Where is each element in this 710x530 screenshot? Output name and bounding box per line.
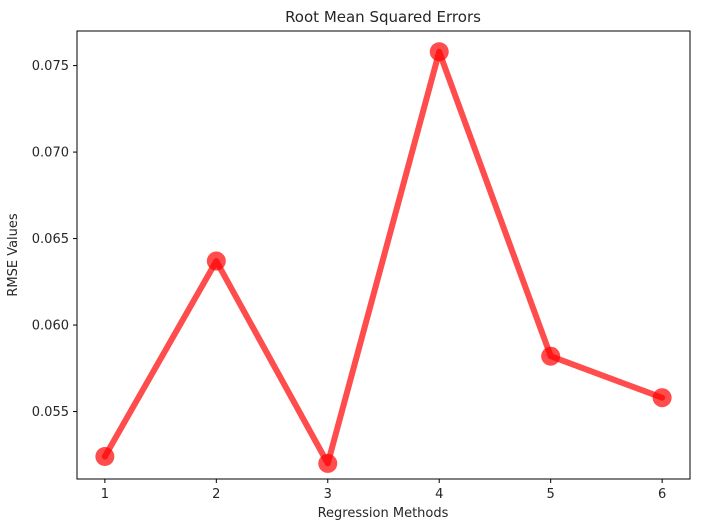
x-axis-label: Regression Methods [318, 506, 449, 521]
data-point [318, 453, 338, 473]
series [95, 42, 672, 473]
data-point [95, 447, 115, 467]
data-point [206, 251, 226, 271]
data-point [429, 42, 449, 62]
y-axis-label: RMSE Values [6, 213, 21, 297]
plot-frame [76, 30, 691, 480]
x-tick-label: 3 [324, 487, 332, 502]
y-tick-label: 0.065 [32, 232, 69, 247]
series-line [101, 48, 666, 467]
axes [76, 30, 691, 480]
ticks: 1 2 3 4 5 6 0.055 0.060 0.065 0.070 0.075 [32, 59, 666, 502]
y-tick-label: 0.060 [32, 319, 69, 334]
y-tick-label: 0.070 [32, 146, 69, 161]
y-tick-label: 0.055 [32, 405, 69, 420]
x-tick-label: 4 [435, 487, 443, 502]
x-tick-label: 1 [101, 487, 109, 502]
x-tick-label: 2 [212, 487, 220, 502]
chart-title: Root Mean Squared Errors [285, 8, 481, 26]
x-tick-label: 6 [658, 487, 666, 502]
data-point [652, 388, 672, 408]
x-tick-label: 5 [547, 487, 555, 502]
y-tick-label: 0.075 [32, 59, 69, 74]
data-point [541, 346, 561, 366]
